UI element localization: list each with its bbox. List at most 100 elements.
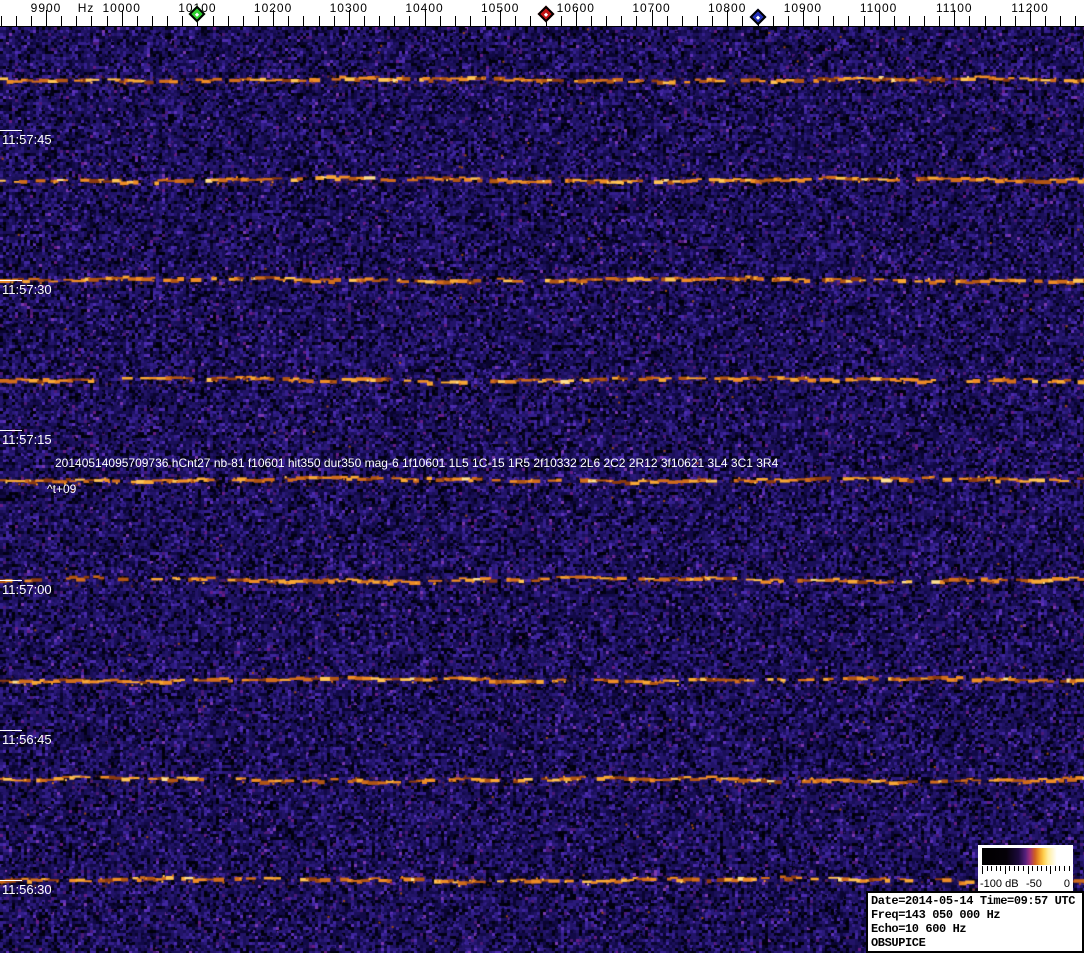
frequency-tick — [530, 16, 532, 26]
legend-tick — [1059, 866, 1061, 871]
frequency-tick-label: 10600 — [556, 1, 595, 15]
frequency-tick — [394, 16, 396, 26]
frequency-ruler: 9900Hz1000010100102001030010400105001060… — [0, 0, 1084, 27]
frequency-tick — [742, 16, 744, 26]
frequency-tick — [288, 16, 290, 26]
frequency-tick — [424, 10, 426, 26]
frequency-tick — [500, 10, 502, 26]
legend-label-max: 0 — [1063, 878, 1070, 890]
frequency-tick-label: 10700 — [632, 1, 671, 15]
frequency-tick — [485, 16, 486, 26]
marker-red[interactable] — [537, 5, 555, 23]
frequency-tick — [591, 16, 592, 26]
marker-blue-center-dot — [755, 14, 760, 20]
frequency-tick-label: 10900 — [783, 1, 823, 15]
frequency-tick — [939, 16, 941, 26]
frequency-tick — [469, 16, 471, 26]
frequency-tick — [954, 10, 956, 26]
frequency-tick-label: 10200 — [253, 1, 293, 15]
time-tick-label: 11:57:15 — [2, 432, 52, 447]
frequency-tick — [318, 16, 320, 26]
time-tick-label: 11:57:45 — [2, 132, 52, 147]
frequency-tick-label: Hz — [77, 1, 95, 15]
time-tick-label: 11:56:45 — [2, 732, 52, 747]
frequency-tick — [908, 16, 910, 26]
spectrogram-canvas — [0, 27, 1084, 953]
frequency-tick — [560, 16, 562, 26]
frequency-tick — [772, 16, 774, 26]
legend-tick — [1013, 866, 1015, 871]
time-tick — [0, 580, 22, 581]
frequency-tick — [454, 16, 456, 26]
marker-red-center-dot — [543, 11, 548, 17]
info-frequency: Freq=143 050 000 Hz — [871, 908, 1001, 922]
frequency-tick-label: 11000 — [859, 1, 898, 15]
frequency-tick — [697, 16, 698, 26]
legend-tick — [991, 866, 993, 871]
color-scale-gradient — [982, 848, 1069, 865]
frequency-tick — [802, 10, 804, 26]
frequency-tick — [727, 10, 729, 26]
legend-tick — [1022, 866, 1024, 871]
time-tick-label: 11:56:30 — [2, 882, 52, 897]
time-tick-label: 11:57:00 — [2, 582, 52, 597]
legend-tick — [1045, 866, 1047, 871]
meteor-detection-time-marker: ^t+09 — [47, 482, 77, 496]
observation-info-box: Date=2014-05-14 Time=09:57 UTC Freq=143 … — [866, 891, 1084, 953]
frequency-tick — [636, 16, 638, 26]
meteor-detection-annotation: 20140514095709736 hCnt27 nb-81 f10601 hi… — [55, 456, 779, 470]
frequency-tick — [106, 16, 108, 26]
frequency-tick — [348, 10, 350, 26]
frequency-tick — [121, 10, 123, 26]
frequency-tick — [227, 16, 229, 26]
legend-tick — [1041, 866, 1043, 871]
legend-tick — [1004, 866, 1006, 874]
frequency-tick — [1045, 16, 1047, 26]
frequency-tick-label: 10300 — [329, 1, 368, 15]
frequency-tick — [46, 10, 47, 26]
frequency-tick — [848, 16, 850, 26]
frequency-tick — [863, 16, 865, 26]
frequency-tick — [257, 16, 259, 26]
frequency-tick — [273, 10, 275, 26]
frequency-tick — [984, 16, 986, 26]
frequency-tick — [681, 16, 683, 26]
legend-tick — [986, 866, 988, 871]
frequency-tick — [212, 16, 214, 26]
marker-green-center-dot — [195, 11, 200, 17]
frequency-tick — [712, 16, 714, 26]
frequency-tick — [61, 16, 63, 26]
info-echo: Echo=10 600 Hz — [871, 922, 967, 936]
frequency-tick — [379, 16, 380, 26]
frequency-tick-label: 10000 — [102, 1, 141, 15]
frequency-tick — [363, 16, 365, 26]
frequency-tick — [182, 16, 184, 26]
frequency-tick — [515, 16, 517, 26]
frequency-tick — [333, 16, 335, 26]
frequency-tick — [575, 10, 577, 26]
time-tick — [0, 280, 22, 281]
legend-tick — [1018, 866, 1020, 871]
frequency-tick — [787, 16, 789, 26]
frequency-tick — [0, 16, 2, 26]
frequency-tick-label: 11200 — [1011, 1, 1049, 15]
frequency-tick — [969, 16, 971, 26]
legend-tick — [982, 866, 983, 874]
frequency-tick — [999, 16, 1001, 26]
legend-tick — [1032, 866, 1033, 871]
legend-tick — [1068, 866, 1070, 871]
marker-blue[interactable] — [749, 8, 766, 26]
frequency-tick — [242, 16, 244, 26]
info-date-time: Date=2014-05-14 Time=09:57 UTC — [871, 894, 1076, 908]
legend-tick — [1050, 866, 1052, 874]
frequency-tick — [303, 16, 305, 26]
frequency-tick — [1075, 16, 1077, 26]
time-tick — [0, 730, 22, 731]
color-scale-ticks — [982, 866, 1070, 874]
frequency-tick — [91, 16, 93, 26]
frequency-tick-label: 10400 — [405, 1, 444, 15]
frequency-tick — [606, 16, 608, 26]
time-tick-label: 11:57:30 — [2, 282, 52, 297]
time-tick — [0, 880, 22, 881]
